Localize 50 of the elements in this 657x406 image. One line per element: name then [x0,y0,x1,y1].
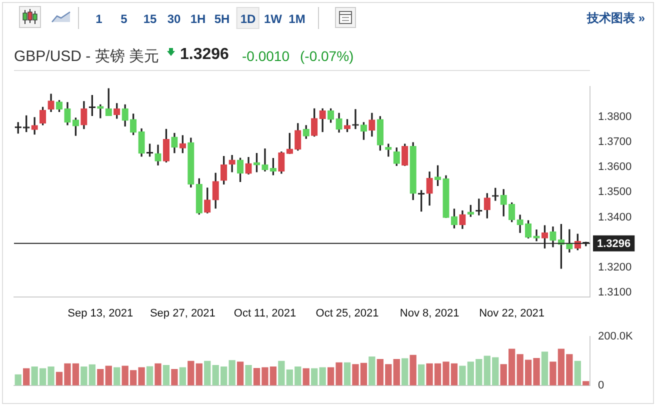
bar [114,367,120,386]
bar [23,368,30,386]
text: 1 5 15 30 1H 5H 1D 1W 1M [96,12,306,26]
x-tick-label: Oct 25, 2021 [316,307,379,320]
bar [402,358,408,386]
y-tick-label: 1.3600 [598,161,632,174]
y-tick-label: 1.3500 [598,186,632,198]
bar [97,368,104,386]
y-tick-label: 200.0K [598,330,634,343]
bar [368,356,376,386]
text: -0.0010 [242,48,290,64]
text: 技术图表 » [586,10,645,27]
bar [188,360,194,386]
y-tick-label: 1.3400 [598,211,632,224]
bar [574,360,581,386]
ref-line-label: 1.3296 [597,238,631,250]
x-tick-label: Sep 27, 2021 [150,307,216,320]
bar [582,381,590,386]
x-tick-label: Oct 11, 2021 [234,307,296,320]
bar [302,368,310,386]
bar [344,362,351,386]
bar [196,363,202,386]
bar [418,364,425,386]
bar [236,362,244,386]
bar [245,365,252,386]
bar [204,360,211,386]
bar [393,358,400,386]
chart-title: GBP/USD - 英镑 美元 [14,47,160,66]
bar [171,368,178,386]
x-tick-label: Sep 13, 2021 [68,307,134,320]
text: 1.3296 [180,46,229,64]
y-tick-label: 1.3200 [598,261,632,274]
text: (-0.07%) [300,48,354,64]
y-tick-label: 1.3700 [598,136,632,148]
bar [541,352,548,386]
bar [410,354,416,386]
candlestick [262,148,268,172]
candlestick [352,109,359,130]
bar [179,367,186,386]
x-tick-label: Nov 22, 2021 [479,307,545,320]
y-tick-label: 1.3800 [598,110,632,123]
y-tick-label: 0 [598,379,604,392]
x-tick-label: Nov 8, 2021 [400,307,460,320]
bar [105,366,112,386]
bar [14,374,22,386]
candlestick [533,229,540,242]
bar [154,363,162,386]
bar [162,365,170,386]
bar [146,366,154,386]
y-tick-label: 1.3100 [598,286,632,299]
